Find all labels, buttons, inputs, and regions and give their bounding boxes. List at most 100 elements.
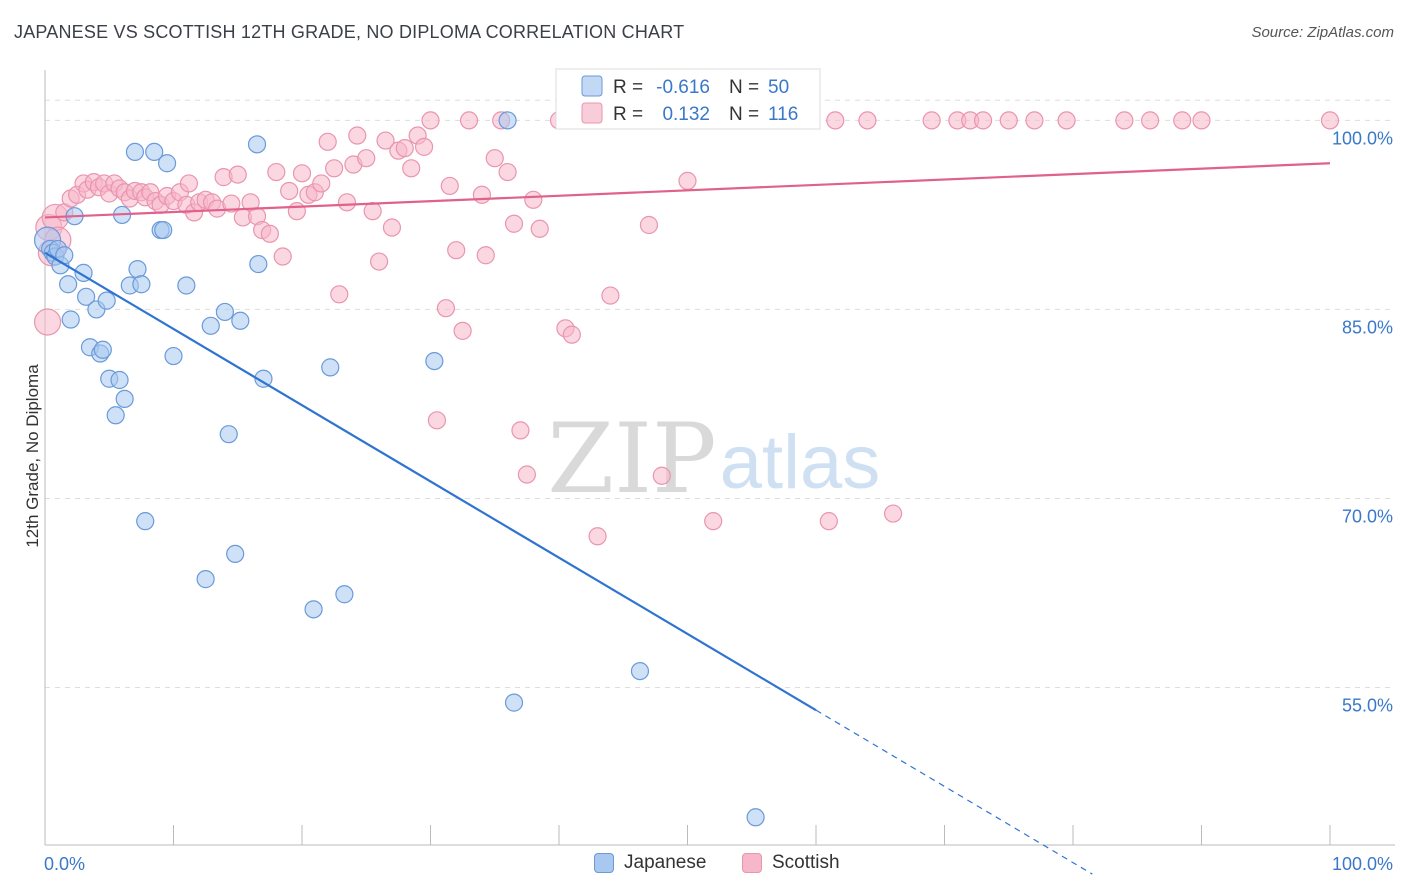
legend-scottish-n-value: 116 — [768, 104, 798, 125]
chart-title: JAPANESE VS SCOTTISH 12TH GRADE, NO DIPL… — [14, 22, 685, 42]
point-japanese — [128, 260, 147, 279]
point-scottish — [1140, 111, 1160, 130]
y-tick-label: 55.0% — [1342, 695, 1393, 715]
point-scottish — [447, 241, 466, 260]
point-japanese — [321, 358, 340, 377]
point-scottish — [652, 466, 671, 485]
point-scottish — [337, 193, 357, 212]
point-japanese — [231, 311, 250, 330]
point-scottish — [382, 218, 402, 237]
legend-stats: R = -0.616 N = 50 R = 0.132 N = 116 — [555, 68, 821, 130]
point-japanese — [115, 389, 134, 409]
point-scottish — [601, 286, 620, 305]
point-japanese — [97, 291, 116, 310]
legend-scottish-n-label: N = — [729, 104, 759, 125]
legend-japanese-r-label: R = — [613, 77, 643, 98]
point-japanese — [219, 425, 238, 444]
point-scottish — [498, 162, 517, 182]
point-scottish — [292, 164, 312, 183]
legend-item-scottish[interactable]: Scottish — [742, 852, 840, 874]
point-japanese — [154, 220, 173, 240]
point-japanese — [77, 287, 96, 306]
point-scottish — [228, 165, 247, 184]
point-scottish — [363, 202, 382, 221]
point-scottish — [1025, 111, 1044, 130]
point-scottish — [562, 325, 581, 344]
series-japanese-points — [33, 111, 765, 827]
point-scottish — [999, 111, 1018, 130]
point-scottish — [280, 181, 299, 201]
point-scottish — [517, 465, 536, 484]
point-japanese — [145, 142, 164, 162]
point-scottish — [826, 111, 845, 130]
point-japanese — [93, 340, 112, 359]
point-scottish — [1057, 111, 1076, 130]
watermark: ZIP atlas — [547, 403, 880, 515]
point-japanese — [196, 570, 215, 589]
point-scottish — [704, 512, 723, 531]
point-scottish — [260, 224, 279, 243]
legend-scottish-r-value: 0.132 — [662, 104, 710, 125]
point-scottish — [858, 111, 877, 130]
legend-japanese-n-value: 50 — [768, 77, 789, 98]
point-scottish — [395, 139, 414, 158]
point-scottish — [325, 159, 344, 178]
point-scottish — [472, 185, 491, 204]
axis-layer: 55.0% 70.0% 85.0% 100.0% 0.0% 100.0% — [44, 70, 1395, 874]
x-tick-label: 100.0% — [1332, 854, 1393, 874]
point-scottish — [376, 131, 395, 150]
trendline-scottish — [44, 162, 1331, 219]
point-scottish — [678, 171, 697, 190]
legend-series: Japanese Scottish — [0, 848, 1406, 882]
point-scottish — [883, 504, 903, 523]
point-scottish — [639, 215, 659, 235]
watermark-atlas: atlas — [720, 420, 881, 505]
point-scottish — [287, 202, 306, 221]
point-japanese — [110, 370, 129, 390]
point-scottish — [588, 527, 607, 546]
point-scottish — [414, 137, 434, 156]
point-japanese — [106, 406, 125, 425]
point-scottish — [530, 219, 549, 238]
point-scottish — [33, 308, 62, 336]
point-scottish — [421, 111, 440, 130]
point-japanese — [61, 310, 80, 329]
point-scottish — [1320, 111, 1340, 130]
point-japanese — [249, 254, 268, 274]
point-scottish — [312, 174, 331, 193]
point-scottish — [524, 190, 543, 209]
point-scottish — [1173, 111, 1192, 130]
point-scottish — [511, 421, 530, 440]
point-scottish — [427, 411, 447, 430]
legend-japanese-marker — [594, 853, 614, 873]
point-scottish — [973, 111, 993, 130]
point-scottish — [922, 111, 941, 130]
point-japanese — [630, 661, 650, 681]
point-japanese — [201, 316, 220, 335]
point-japanese — [254, 369, 273, 388]
point-scottish — [348, 126, 367, 145]
point-scottish — [273, 247, 292, 266]
point-japanese — [226, 544, 245, 564]
legend-item-japanese[interactable]: Japanese — [594, 852, 706, 874]
legend-scottish-swatch — [581, 102, 603, 124]
point-scottish — [370, 252, 389, 271]
point-japanese — [304, 600, 323, 619]
point-scottish — [318, 132, 337, 151]
point-scottish — [357, 149, 376, 168]
point-scottish — [222, 194, 241, 213]
point-scottish — [330, 285, 349, 304]
point-scottish — [453, 321, 472, 340]
x-tick-label: 0.0% — [44, 854, 85, 874]
point-scottish — [440, 176, 459, 196]
point-japanese — [247, 135, 267, 154]
point-scottish — [436, 299, 456, 318]
legend-scottish-marker — [742, 853, 762, 873]
point-scottish — [402, 159, 421, 178]
point-scottish — [1115, 111, 1134, 130]
y-tick-label: 85.0% — [1342, 317, 1393, 337]
watermark-zip: ZIP — [547, 403, 716, 515]
point-scottish — [179, 174, 199, 193]
point-scottish — [485, 149, 504, 168]
